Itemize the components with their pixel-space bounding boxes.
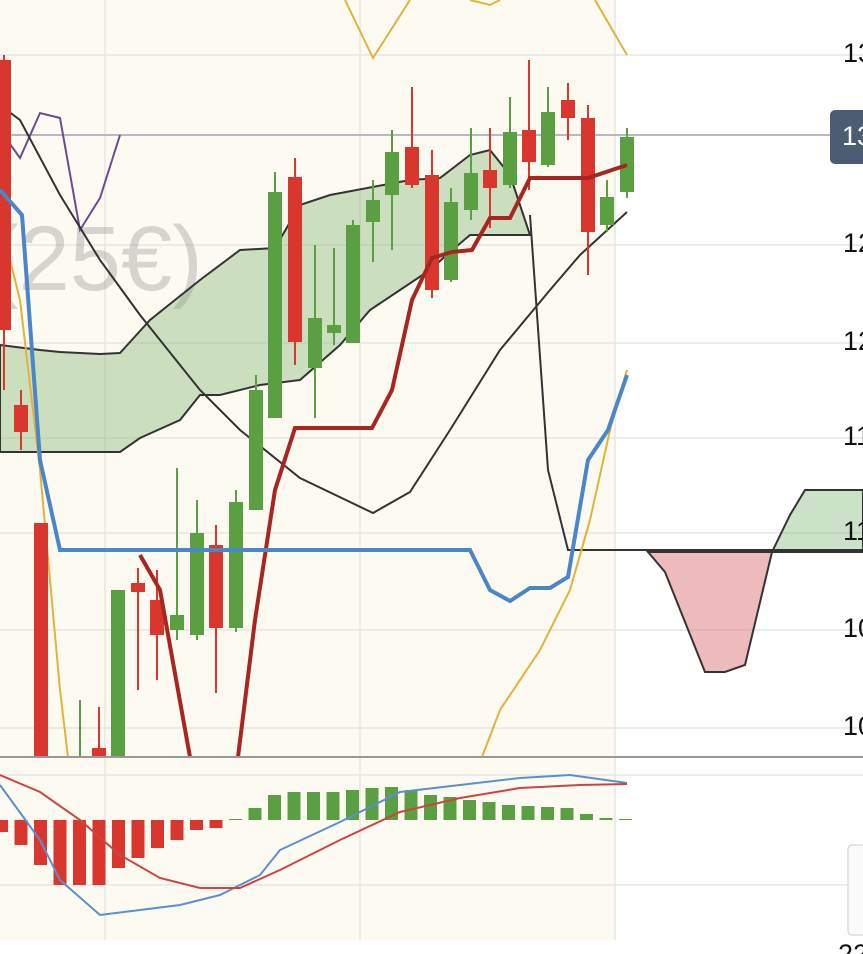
lagging-line xyxy=(529,214,863,551)
candle-body xyxy=(503,132,517,185)
candle-body xyxy=(288,177,302,342)
future-cloud-up xyxy=(770,489,863,553)
scroll-handle[interactable] xyxy=(847,844,863,936)
macd-bar xyxy=(521,806,535,820)
macd-bar xyxy=(112,820,125,868)
candle-body xyxy=(522,130,536,162)
macd-bar xyxy=(307,792,320,820)
macd-bar xyxy=(190,820,203,830)
macd-bar xyxy=(404,790,418,820)
candle-body xyxy=(131,583,145,592)
macd-bar xyxy=(209,820,223,828)
time-label: 22 xyxy=(838,939,863,954)
band-upper xyxy=(469,0,501,7)
candle-body xyxy=(581,118,595,232)
macd-bar xyxy=(0,820,8,832)
candle-body xyxy=(483,170,497,188)
macd-line xyxy=(0,773,628,917)
macd-bar xyxy=(14,820,28,845)
conversion-line xyxy=(236,163,628,758)
candle-body xyxy=(268,192,282,418)
macd-bar xyxy=(580,814,593,820)
band-upper xyxy=(594,0,628,56)
candle-body xyxy=(561,100,575,118)
watermark: (25€) xyxy=(0,208,203,310)
candle-body xyxy=(366,200,380,222)
price-badge xyxy=(830,110,863,164)
candle-body xyxy=(385,152,399,195)
macd-bar xyxy=(229,819,242,820)
candle-body xyxy=(14,405,28,432)
candle-body xyxy=(464,173,478,210)
price-label: 12 xyxy=(843,326,863,356)
macd-bar xyxy=(248,808,262,820)
price-label: 13 xyxy=(843,38,863,68)
candle-body xyxy=(229,502,243,628)
candle-body xyxy=(190,533,204,635)
candle-body xyxy=(34,523,48,757)
price-label: 10 xyxy=(843,613,863,643)
candle-body xyxy=(444,202,458,280)
macd-bar xyxy=(170,820,184,840)
candle-body xyxy=(600,197,614,225)
macd-bar xyxy=(346,790,359,820)
candle-body xyxy=(308,318,322,368)
price-label: 11 xyxy=(843,516,863,546)
macd-bar xyxy=(92,820,106,885)
chart-range-bg xyxy=(0,0,615,757)
candle-body xyxy=(620,137,634,192)
macd-bar xyxy=(131,820,145,858)
price-label: 10 xyxy=(843,711,863,741)
macd-bar xyxy=(287,792,301,820)
price-badge-text: 13 xyxy=(842,121,863,151)
middle-band xyxy=(0,104,628,515)
macd-range-bg xyxy=(0,757,615,940)
band-upper xyxy=(344,0,411,61)
base-line xyxy=(0,188,629,604)
macd-bar xyxy=(151,820,164,848)
price-axis: 13 12 12 11 11 10 10 xyxy=(843,38,863,741)
candle-body xyxy=(209,545,223,628)
macd-bar xyxy=(541,807,554,820)
future-cloud-down xyxy=(645,551,774,673)
macd-bar xyxy=(268,795,281,820)
candle-body xyxy=(111,590,125,757)
candle-body xyxy=(170,615,184,630)
candle-body xyxy=(327,325,341,333)
macd-histogram xyxy=(0,787,632,885)
candle-body xyxy=(150,600,164,635)
conversion-line xyxy=(138,554,192,758)
macd-bar xyxy=(463,800,476,820)
price-label: 12 xyxy=(843,228,863,258)
macd-bar xyxy=(73,820,86,885)
macd-bar xyxy=(502,805,515,820)
macd-bar xyxy=(482,802,496,820)
cloud xyxy=(0,148,532,453)
candle-body xyxy=(92,748,106,757)
macd-bar xyxy=(424,795,437,820)
macd-bar xyxy=(599,818,613,820)
macd-bar xyxy=(53,820,67,885)
macd-bar xyxy=(326,792,340,820)
macd-bar xyxy=(443,797,457,820)
macd-bar xyxy=(365,788,379,820)
oscillator-line xyxy=(0,111,121,233)
macd-bar xyxy=(560,808,574,820)
candle-body xyxy=(405,147,419,185)
candle-body xyxy=(249,390,263,510)
candle-body xyxy=(541,112,555,165)
band-lower xyxy=(0,219,69,758)
macd-bar xyxy=(619,819,632,820)
candle-body xyxy=(346,225,360,343)
price-label: 11 xyxy=(843,421,863,451)
signal-line xyxy=(0,774,628,889)
